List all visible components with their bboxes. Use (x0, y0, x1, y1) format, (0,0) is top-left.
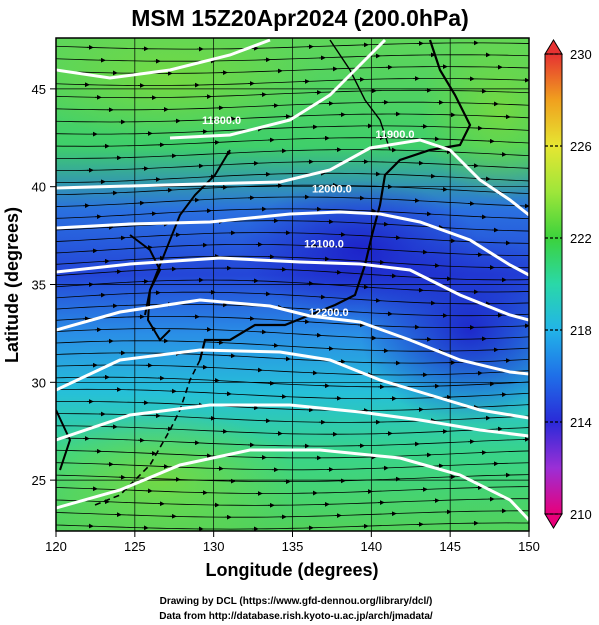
contour-label: 12000.0 (312, 184, 352, 196)
warm-region-south (56, 410, 300, 531)
x-tick-label: 140 (360, 539, 382, 554)
streamline (56, 101, 529, 111)
contour-label: 11900.0 (375, 129, 414, 141)
streamline (56, 316, 529, 328)
streamline (56, 42, 529, 50)
chart-title: MSM 15Z20Apr2024 (200.0hPa) (131, 5, 469, 31)
x-tick-label: 150 (518, 539, 540, 554)
streamline (56, 66, 529, 74)
colorbar-tick-label: 214 (570, 415, 592, 430)
streamline (56, 486, 529, 494)
x-axis-ticks: 120 125 130 135 140 145 150 (45, 531, 540, 554)
streamline (56, 220, 529, 232)
streamline (56, 89, 529, 99)
credit-data: Data from http://database.rish.kyoto-u.a… (159, 611, 433, 622)
streamline (56, 125, 529, 135)
streamline (56, 255, 529, 269)
streamline (56, 462, 529, 471)
y-tick-label: 40 (32, 180, 46, 195)
streamline (56, 172, 529, 184)
y-tick-label: 45 (32, 82, 46, 97)
y-tick-label: 30 (32, 375, 46, 390)
streamline (56, 437, 529, 447)
streamline (56, 244, 529, 256)
streamline (56, 137, 529, 147)
y-tick-label: 35 (32, 278, 46, 293)
x-tick-label: 130 (203, 539, 225, 554)
streamline (56, 498, 529, 506)
colorbar-min-arrow (544, 513, 563, 529)
cold-band-region (240, 180, 480, 320)
colorbar-tick-label: 226 (570, 139, 592, 154)
y-axis-ticks: 25 30 35 40 45 (32, 82, 56, 488)
coastlines (56, 39, 472, 506)
streamline (56, 184, 529, 196)
colorbar-scale (544, 53, 563, 515)
streamline (56, 401, 529, 411)
streamline (56, 522, 529, 530)
colorbar-tick-label: 222 (570, 231, 592, 246)
credit-drawing: Drawing by DCL (https://www.gfd-dennou.o… (160, 596, 433, 607)
streamlines (56, 40, 529, 531)
streamline (56, 340, 529, 352)
contour-labels: 11800.0 11900.0 12000.0 12100.0 12200.0 (202, 115, 415, 319)
streamline (56, 425, 529, 435)
colorbar-tick-label: 218 (570, 323, 592, 338)
streamline (56, 54, 529, 62)
grid-lines (56, 38, 529, 531)
x-tick-label: 120 (45, 539, 67, 554)
x-tick-label: 135 (282, 539, 304, 554)
contour-label: 12100.0 (304, 238, 344, 250)
colorbar-tick-label: 210 (570, 507, 592, 522)
streamline (56, 376, 529, 388)
streamline (56, 208, 529, 220)
streamline (56, 364, 529, 376)
plot-area: 11800.0 11900.0 12000.0 12100.0 12200.0 (56, 38, 529, 531)
contour-label: 11800.0 (202, 115, 241, 127)
colorbar: 230 226 222 218 214 210 (544, 39, 592, 529)
streamline (56, 449, 529, 459)
streamline (56, 78, 529, 86)
streamline (56, 196, 529, 207)
streamline (56, 291, 529, 305)
y-tick-label: 25 (32, 473, 46, 488)
x-tick-label: 145 (439, 539, 461, 554)
height-contours (56, 38, 529, 522)
streamline (56, 328, 529, 340)
colorbar-max-arrow (544, 39, 563, 55)
streamline (56, 160, 529, 171)
streamline (56, 303, 529, 317)
x-axis-label: Longitude (degrees) (205, 560, 378, 580)
x-tick-label: 125 (124, 539, 146, 554)
y-axis-label: Latitude (degrees) (2, 207, 22, 363)
contour-label: 12200.0 (309, 307, 349, 319)
colorbar-tick-label: 230 (570, 47, 592, 62)
